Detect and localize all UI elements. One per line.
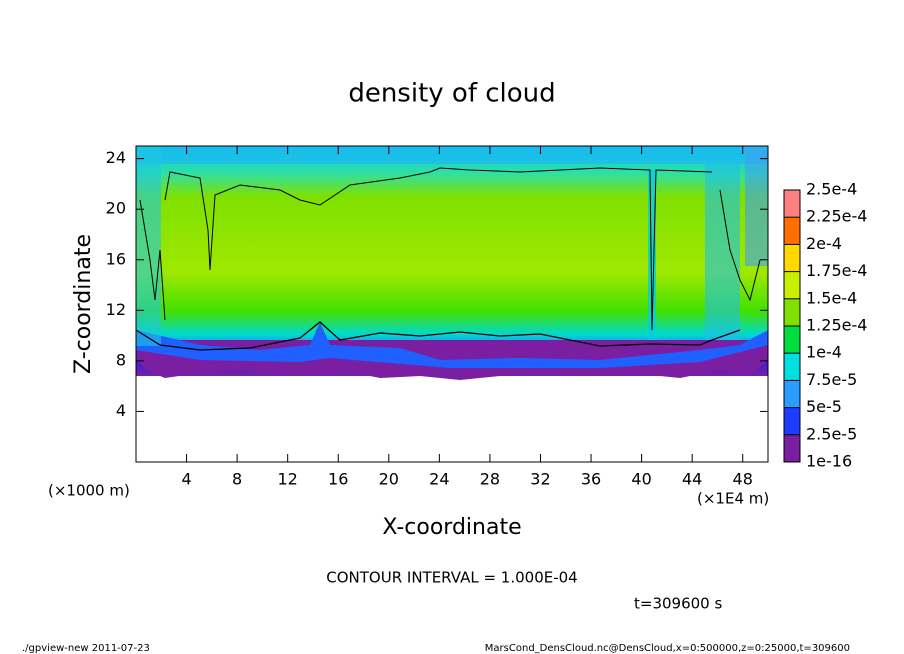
contour-interval: CONTOUR INTERVAL = 1.000E-04 — [326, 569, 577, 587]
time-label: t=309600 s — [634, 595, 722, 613]
colorbar-label: 5e-5 — [806, 397, 842, 416]
x-tick-label: 8 — [232, 470, 242, 489]
x-tick-label: 32 — [530, 470, 550, 489]
colorbar-label: 1e-4 — [806, 343, 842, 362]
colorbar-label: 1.75e-4 — [806, 261, 867, 280]
colorbar-label: 2e-4 — [806, 234, 842, 253]
colorbar-band — [784, 353, 800, 381]
x-tick-label: 16 — [328, 470, 348, 489]
y-tick-label: 24 — [106, 148, 126, 167]
x-tick-label: 28 — [480, 470, 500, 489]
x-tick-label: 20 — [379, 470, 399, 489]
colorbar-label: 2.5e-4 — [806, 180, 857, 199]
field — [136, 146, 768, 380]
colorbar-label: 2.25e-4 — [806, 207, 867, 226]
y-unit: (×1000 m) — [48, 482, 130, 500]
colorbar-band — [784, 407, 800, 435]
x-tick-label: 12 — [278, 470, 298, 489]
x-unit: (×1E4 m) — [697, 490, 769, 508]
colorbar-band — [784, 380, 800, 408]
colorbar-band — [784, 271, 800, 299]
y-tick-label: 20 — [106, 199, 126, 218]
colorbar-label: 2.5e-5 — [806, 424, 857, 443]
colorbar-band — [784, 244, 800, 272]
x-tick-label: 44 — [682, 470, 702, 489]
colorbar-label: 7.5e-5 — [806, 370, 857, 389]
x-tick-label: 48 — [733, 470, 753, 489]
x-tick-label: 36 — [581, 470, 601, 489]
x-tick-label: 40 — [631, 470, 651, 489]
x-axis-label: X-coordinate — [382, 515, 521, 540]
colorbar-band — [784, 326, 800, 354]
colorbar-band — [784, 298, 800, 326]
y-tick-label: 12 — [106, 300, 126, 319]
x-tick-label: 24 — [429, 470, 449, 489]
plot-frame — [135, 145, 769, 463]
footer-left: ./gpview-new 2011-07-23 — [22, 643, 150, 654]
x-tick-label: 4 — [181, 470, 191, 489]
colorbar-band — [784, 434, 800, 462]
colorbar-label: 1e-16 — [806, 452, 852, 471]
colorbar-band — [784, 217, 800, 245]
y-tick-label: 8 — [116, 350, 126, 369]
colorbar-label: 1.5e-4 — [806, 288, 857, 307]
y-tick-label: 16 — [106, 249, 126, 268]
y-tick-label: 4 — [116, 401, 126, 420]
colorbar-band — [784, 190, 800, 218]
y-axis-label: Z-coordinate — [71, 234, 96, 374]
colorbar-label: 1.25e-4 — [806, 316, 867, 335]
footer-right: MarsCond_DensCloud.nc@DensCloud,x=0:5000… — [485, 643, 850, 654]
chart-title: density of cloud — [348, 79, 555, 109]
